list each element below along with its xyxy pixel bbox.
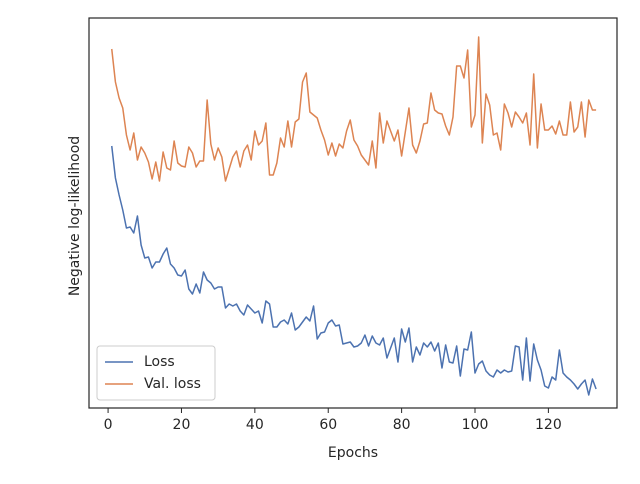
- x-tick-label: 80: [393, 417, 411, 433]
- legend-label: Val. loss: [144, 376, 201, 392]
- x-tick-label: 0: [104, 417, 113, 433]
- x-tick-label: 40: [246, 417, 264, 433]
- legend-box: [96, 345, 216, 401]
- x-tick-label: 100: [462, 417, 489, 433]
- y-axis-label: Negative log-likelihood: [67, 136, 83, 296]
- series-line: [111, 145, 597, 396]
- x-tick-label: 120: [535, 417, 562, 433]
- series-line: [111, 36, 597, 182]
- x-tick-label: 60: [319, 417, 337, 433]
- x-tick-label: 20: [173, 417, 191, 433]
- legend-label: Loss: [144, 354, 175, 370]
- plot-frame: [88, 17, 618, 409]
- legend: Loss Val. loss: [96, 345, 216, 401]
- x-axis-label: Epochs: [328, 445, 378, 461]
